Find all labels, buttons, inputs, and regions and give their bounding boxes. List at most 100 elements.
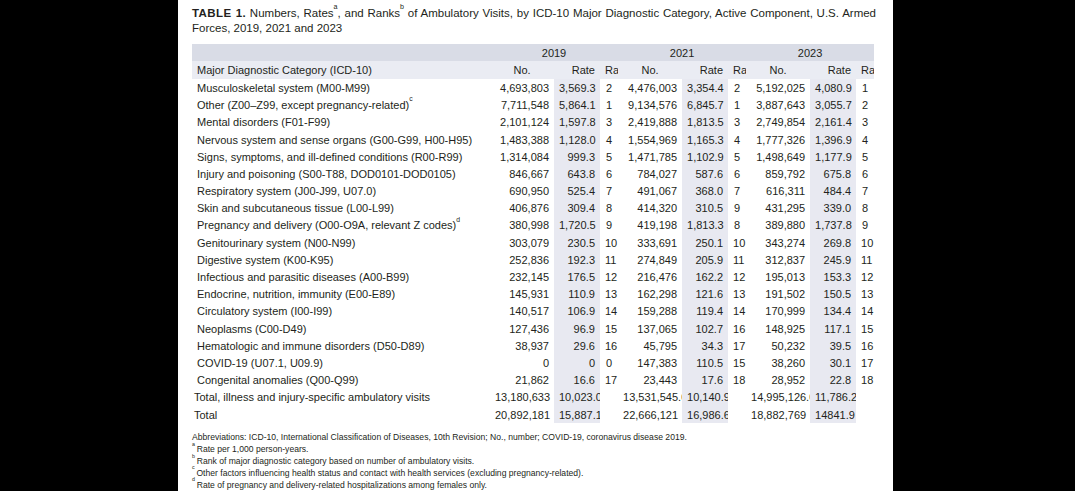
rank-cell: 9	[728, 200, 746, 217]
no-cell: 45,795	[618, 337, 682, 354]
rate-cell: 0	[554, 354, 600, 371]
no-cell: 1,777,326	[746, 131, 810, 148]
rate-cell: 339.0	[810, 200, 856, 217]
rank-cell	[728, 406, 746, 423]
rate-cell: 4,080.9	[810, 79, 856, 96]
category-cell: Digestive system (K00-K95)	[192, 251, 490, 268]
footnote-marker: d	[192, 476, 195, 482]
rank-cell: 13	[600, 286, 618, 303]
rank-cell: 11	[728, 251, 746, 268]
footnote-line: Abbreviations: ICD-10, International Cla…	[192, 432, 876, 444]
rank-cell: 15	[600, 320, 618, 337]
no-cell: 1,554,969	[618, 131, 682, 148]
year-header: 2019	[490, 44, 618, 61]
no-cell: 28,952	[746, 372, 810, 389]
rank-cell: 2	[856, 97, 874, 114]
table-row: Mental disorders (F01-F99)2,101,1241,597…	[192, 114, 874, 131]
category-cell: Signs, symptoms, and ill-defined conditi…	[192, 148, 490, 165]
rate-cell: 134.4	[810, 303, 856, 320]
no-cell: 162,298	[618, 286, 682, 303]
rank-cell: 18	[856, 372, 874, 389]
rate-cell: 29.6	[554, 337, 600, 354]
category-cell: Musculoskeletal system (M00-M99)	[192, 79, 490, 96]
no-column-header: No.	[618, 61, 682, 79]
no-cell: 145,931	[490, 286, 554, 303]
rate-cell: 310.5	[682, 200, 728, 217]
rate-cell: 5,864.1	[554, 97, 600, 114]
rate-cell: 192.3	[554, 251, 600, 268]
rate-cell: 205.9	[682, 251, 728, 268]
rank-cell: 17	[600, 372, 618, 389]
document-page: TABLE 1. Numbers, Ratesa, and Ranksb of …	[178, 0, 893, 491]
category-cell: Injury and poisoning (S00-T88, DOD0101-D…	[192, 165, 490, 182]
table-row: Signs, symptoms, and ill-defined conditi…	[192, 148, 874, 165]
rank-cell: 7	[728, 182, 746, 199]
rank-cell: 12	[856, 268, 874, 285]
rank-cell: 13	[728, 286, 746, 303]
rate-cell: 22.8	[810, 372, 856, 389]
no-cell: 491,067	[618, 182, 682, 199]
no-cell: 147,383	[618, 354, 682, 371]
no-cell: 784,027	[618, 165, 682, 182]
rate-cell: 1,128.0	[554, 131, 600, 148]
rate-cell: 269.8	[810, 234, 856, 251]
no-cell: 4,476,003	[618, 79, 682, 96]
no-cell: 232,145	[490, 268, 554, 285]
rate-cell: 1,177.9	[810, 148, 856, 165]
rate-cell: 10,023.0	[554, 389, 600, 406]
table-row: Endocrine, nutrition, immunity (E00-E89)…	[192, 286, 874, 303]
rank-cell: 11	[600, 251, 618, 268]
rank-cell: 11	[856, 251, 874, 268]
rank-cell: 6	[600, 165, 618, 182]
table-row: Hematologic and immune disorders (D50-D8…	[192, 337, 874, 354]
rank-cell: 9	[856, 217, 874, 234]
rank-cell: 1	[600, 97, 618, 114]
no-cell: 14,995,126.0	[746, 389, 810, 406]
no-cell: 380,998	[490, 217, 554, 234]
rate-cell: 1,165.3	[682, 131, 728, 148]
rank-cell: 14	[728, 303, 746, 320]
rate-cell: 106.9	[554, 303, 600, 320]
rate-cell: 153.3	[810, 268, 856, 285]
rank-cell: 18	[728, 372, 746, 389]
category-cell: Other (Z00–Z99, except pregnancy-related…	[192, 97, 490, 114]
rank-cell: 6	[856, 165, 874, 182]
no-cell: 216,476	[618, 268, 682, 285]
category-cell: Circulatory system (I00-I99)	[192, 303, 490, 320]
table-row: Congenital anomalies (Q00-Q99)21,86216.6…	[192, 372, 874, 389]
table-row: Injury and poisoning (S00-T88, DOD0101-D…	[192, 165, 874, 182]
category-column-header: Major Diagnostic Category (ICD-10)	[192, 61, 490, 79]
rate-cell: 1,720.5	[554, 217, 600, 234]
footnote-line: a Rate per 1,000 person-years.	[192, 444, 876, 456]
superscript: c	[409, 97, 412, 103]
rate-cell: 16,986.6	[682, 406, 728, 423]
no-cell: 389,880	[746, 217, 810, 234]
no-cell: 195,013	[746, 268, 810, 285]
category-cell: Skin and subcutaneous tissue (L00-L99)	[192, 200, 490, 217]
rate-cell: 1,597.8	[554, 114, 600, 131]
no-cell: 38,260	[746, 354, 810, 371]
rank-cell: 5	[856, 148, 874, 165]
table-title: TABLE 1. Numbers, Ratesa, and Ranksb of …	[192, 6, 876, 36]
table-number-label: TABLE 1.	[192, 7, 246, 19]
no-cell: 159,288	[618, 303, 682, 320]
rate-cell: 96.9	[554, 320, 600, 337]
rank-cell: 15	[856, 320, 874, 337]
rank-cell	[600, 389, 618, 406]
rate-cell: 309.4	[554, 200, 600, 217]
rank-cell: 15	[728, 354, 746, 371]
no-cell: 343,274	[746, 234, 810, 251]
footnote-line: b Rank of major diagnostic category base…	[192, 456, 876, 468]
table-row: COVID-19 (U07.1, U09.9)000147,383110.515…	[192, 354, 874, 371]
rate-cell: 250.1	[682, 234, 728, 251]
rate-cell: 230.5	[554, 234, 600, 251]
no-cell: 7,711,548	[490, 97, 554, 114]
rate-cell: 245.9	[810, 251, 856, 268]
rank-cell: 1	[728, 97, 746, 114]
category-cell: Nervous system and sense organs (G00-G99…	[192, 131, 490, 148]
rate-cell: 999.3	[554, 148, 600, 165]
rank-cell	[856, 406, 874, 423]
rate-cell: 162.2	[682, 268, 728, 285]
rate-cell: 1,396.9	[810, 131, 856, 148]
no-cell: 22,666,121	[618, 406, 682, 423]
